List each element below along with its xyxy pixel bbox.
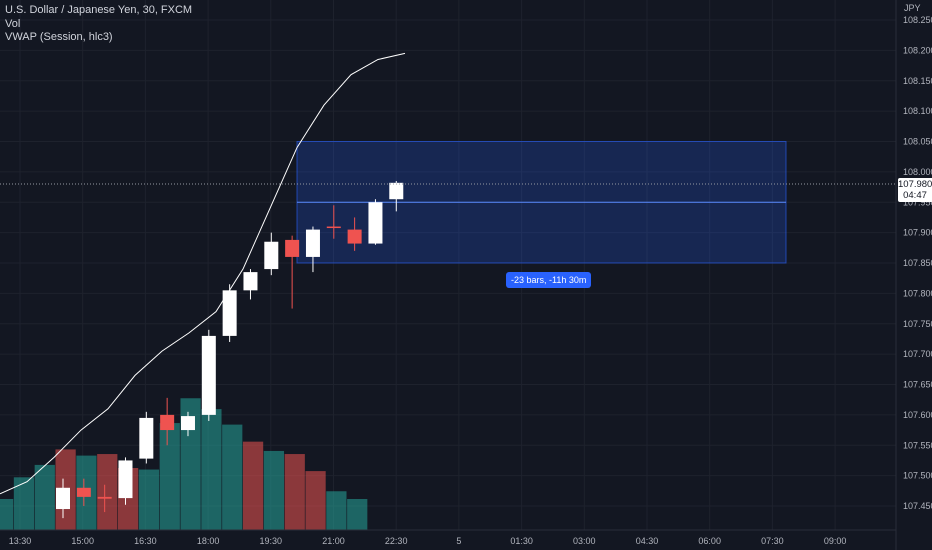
y-tick-label: 107.700 (903, 349, 932, 359)
x-tick-label: 04:30 (636, 536, 659, 546)
x-tick-label: 07:30 (761, 536, 784, 546)
y-tick-label: 107.950 (903, 197, 932, 207)
y-tick-label: 107.750 (903, 319, 932, 329)
volume-bar (201, 409, 222, 530)
last-price-value: 107.980 (898, 179, 932, 190)
volume-bar (305, 471, 326, 530)
y-tick-label: 107.600 (903, 410, 932, 420)
y-tick-label: 108.200 (903, 45, 932, 55)
grid (0, 0, 896, 530)
candle-body (326, 226, 341, 229)
candle (264, 232, 279, 276)
x-tick-label: 06:00 (698, 536, 721, 546)
y-tick-label: 108.150 (903, 76, 932, 86)
candle-body (222, 290, 237, 336)
y-tick-label: 107.900 (903, 228, 932, 238)
candle (56, 478, 70, 519)
candle (118, 457, 133, 505)
volume-bar (34, 464, 55, 530)
candle (243, 269, 258, 300)
measure-label: -23 bars, -11h 30m (506, 272, 592, 288)
currency-label: JPY (904, 3, 921, 13)
y-tick-label: 107.650 (903, 380, 932, 390)
price-axis[interactable]: 108.250 108.200 108.150 108.100 108.050 108.0… (895, 0, 932, 550)
volume-bar (242, 441, 264, 530)
candle-body (243, 272, 258, 291)
candle-body (97, 496, 112, 499)
candle-body (139, 417, 154, 459)
x-tick-label: 22:30 (385, 536, 408, 546)
candle-body (285, 239, 300, 257)
volume-bar (180, 398, 201, 530)
candle-body (180, 416, 195, 431)
candle-body (264, 241, 279, 270)
candles (56, 180, 404, 519)
x-tick-label: 21:00 (322, 536, 345, 546)
symbol-title[interactable]: U.S. Dollar / Japanese Yen, 30, FXCM (5, 4, 193, 16)
y-tick-label: 108.000 (903, 167, 932, 177)
candle (389, 180, 404, 212)
volume-bar (0, 499, 14, 530)
candle (368, 199, 383, 245)
x-tick-label: 01:30 (510, 536, 533, 546)
candle (160, 397, 175, 446)
y-tick-label: 107.450 (903, 501, 932, 511)
vwap-line (0, 52, 406, 495)
candle-body (56, 487, 70, 510)
candle (76, 478, 91, 506)
candle-body (368, 202, 383, 244)
candle (347, 217, 362, 251)
candle-body (201, 335, 216, 415)
y-tick-label: 107.550 (903, 440, 932, 450)
time-axis[interactable]: 13:30 15:00 16:30 18:00 19:30 21:00 22:30 5 01:3… (0, 529, 896, 546)
volume-bar (138, 469, 160, 530)
x-tick-label: 03:00 (573, 536, 596, 546)
candle (180, 411, 195, 437)
volume-indicator-label[interactable]: Vol (5, 17, 21, 30)
bar-countdown: 04:47 (903, 190, 927, 201)
volume-bar (13, 477, 35, 530)
volume-bar (222, 424, 243, 530)
x-tick-label: 5 (456, 536, 461, 546)
candle-body (118, 460, 133, 499)
volume-bar (284, 454, 305, 530)
candle-body (347, 229, 362, 244)
volume-bar (263, 450, 285, 530)
x-tick-label: 18:00 (197, 536, 220, 546)
candle (326, 205, 341, 239)
candle-body (389, 182, 404, 200)
volume-bar (347, 499, 368, 530)
candle (139, 411, 154, 464)
candle-body (76, 487, 91, 497)
volume-bar (159, 423, 180, 530)
candle (201, 329, 216, 421)
x-tick-label: 16:30 (134, 536, 157, 546)
y-tick-label: 108.250 (903, 15, 932, 25)
y-tick-label: 108.100 (903, 106, 932, 116)
y-tick-label: 107.500 (903, 471, 932, 481)
x-tick-label: 09:00 (824, 536, 847, 546)
candle-body (305, 229, 320, 257)
y-tick-label: 107.800 (903, 288, 932, 298)
y-tick-label: 108.050 (903, 137, 932, 147)
candle (97, 484, 112, 513)
candle (305, 226, 320, 273)
x-tick-label: 19:30 (260, 536, 283, 546)
last-price-tag: 107.980 04:47 (898, 178, 932, 202)
volume-bar (97, 454, 118, 530)
candle-body (160, 414, 175, 431)
vwap-indicator-label[interactable]: VWAP (Session, hlc3) (5, 31, 113, 43)
candle (285, 235, 300, 309)
y-tick-label: 107.850 (903, 258, 932, 268)
x-tick-label: 15:00 (71, 536, 94, 546)
candle (222, 284, 237, 342)
volume-bar (326, 491, 347, 530)
x-tick-label: 13:30 (9, 536, 32, 546)
legend: U.S. Dollar / Japanese Yen, 30, FXCM Vol… (5, 4, 192, 45)
